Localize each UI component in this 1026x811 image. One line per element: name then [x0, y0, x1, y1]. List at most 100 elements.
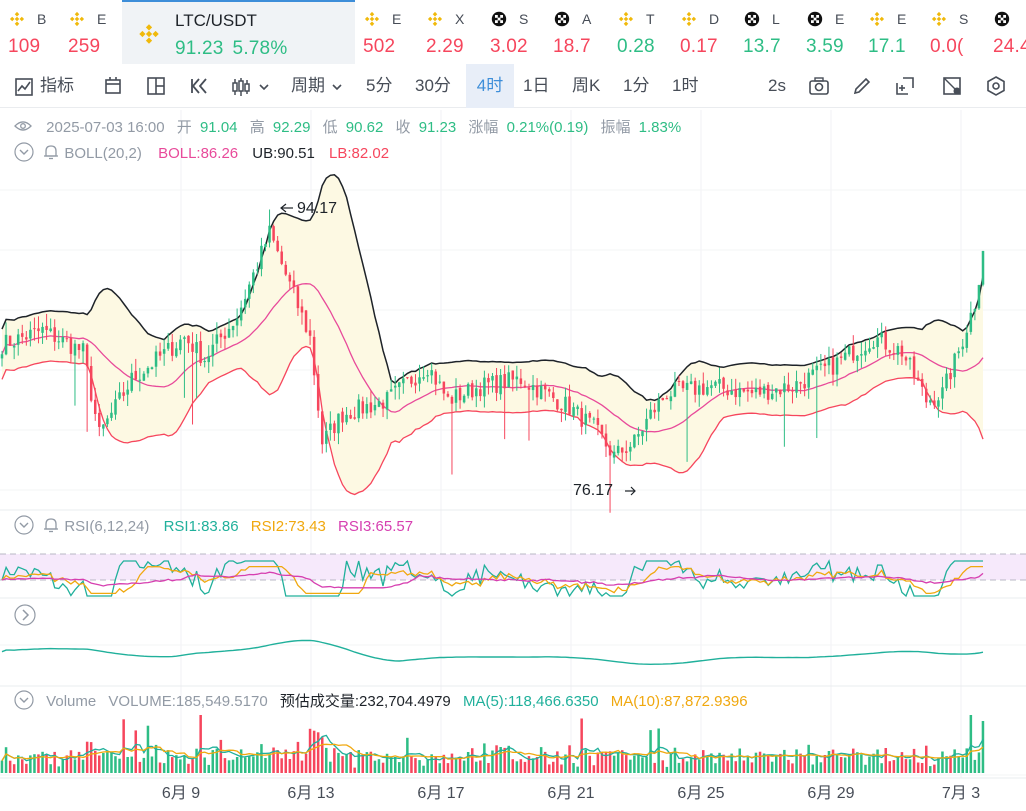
bell-icon[interactable]: [42, 143, 60, 162]
eye-icon[interactable]: [14, 119, 32, 136]
indicators-button[interactable]: 指标: [14, 64, 74, 108]
indicators-label: 指标: [40, 76, 74, 95]
bell-icon[interactable]: [42, 516, 60, 535]
bnb-icon: [364, 11, 380, 27]
volume-bar: [507, 745, 511, 773]
interval-30m[interactable]: 30分: [415, 76, 451, 95]
volume-bar: [272, 747, 275, 773]
settings-icon[interactable]: [984, 74, 1008, 98]
ticker-price: 13.7: [743, 36, 781, 57]
ticker-item[interactable]: S 0.0(: [922, 0, 985, 64]
ticker-item[interactable]: 24.4: [985, 0, 1026, 64]
ticker-item[interactable]: E 3.59: [798, 0, 860, 64]
volume-bar: [714, 763, 717, 773]
volume-bar: [458, 756, 462, 773]
volume-bar: [106, 752, 109, 773]
pencil-icon[interactable]: [850, 74, 874, 98]
volume-bar: [673, 747, 677, 773]
candle: [681, 380, 685, 392]
change-label: 涨幅: [468, 119, 499, 136]
ticker-symbol: S: [959, 11, 969, 27]
volume-bar: [442, 754, 446, 773]
interval-1m[interactable]: 1分: [623, 76, 650, 95]
candle: [503, 365, 506, 440]
interval-1w[interactable]: 周K: [572, 76, 601, 95]
candle: [856, 355, 859, 373]
ticker-item[interactable]: S 3.02: [482, 0, 545, 64]
volume-bar: [499, 747, 502, 773]
volume-bar: [552, 761, 555, 773]
volume-bar: [722, 754, 725, 773]
chart-type-dropdown[interactable]: [230, 64, 271, 108]
volume-bar: [600, 751, 604, 773]
candle: [584, 405, 587, 435]
volume-bar: [718, 752, 721, 773]
ticker-item[interactable]: X 2.29: [418, 0, 482, 64]
period-dropdown[interactable]: 周期: [291, 64, 344, 108]
ticker-symbol: E: [835, 11, 845, 27]
volume-bar: [616, 752, 620, 773]
drawing-tools-icon[interactable]: [101, 74, 125, 98]
ticker-item[interactable]: E 259: [60, 0, 122, 64]
ticker-item[interactable]: LTC/USDT 91.23 5.78%: [122, 0, 355, 64]
ticker-item[interactable]: T 0.28: [609, 0, 672, 64]
screenshot-settings-icon[interactable]: [940, 74, 964, 98]
volume-bar: [677, 762, 681, 773]
volume-bar: [29, 755, 32, 773]
volume-bar: [535, 757, 539, 773]
candle: [65, 330, 69, 343]
volume-bar: [661, 760, 665, 773]
collapse-icon[interactable]: [14, 515, 34, 535]
candle: [900, 340, 904, 365]
ticker-item[interactable]: E 17.1: [860, 0, 922, 64]
ticker-item[interactable]: L 13.7: [735, 0, 798, 64]
expand-icon[interactable]: [14, 604, 36, 626]
volume-bar: [471, 748, 474, 773]
interval-4h[interactable]: 4时: [466, 64, 514, 108]
volume-bar: [37, 754, 40, 773]
ticker-item[interactable]: A 18.7: [545, 0, 609, 64]
candle: [847, 345, 851, 357]
candle: [843, 344, 847, 361]
interval-5m[interactable]: 5分: [366, 76, 393, 95]
volume-bar: [568, 745, 571, 773]
ticker-symbol: A: [582, 11, 592, 27]
camera-icon[interactable]: [807, 74, 831, 98]
interval-1h[interactable]: 1时: [672, 76, 699, 95]
volume-bar: [337, 752, 340, 773]
volume-bar: [394, 757, 397, 773]
boll-band-fill: [2, 174, 983, 495]
candle: [742, 387, 746, 393]
candle: [37, 316, 40, 344]
candle: [608, 440, 612, 513]
candle: [941, 376, 944, 410]
amplitude-label: 振幅: [600, 119, 631, 136]
ticker-price: 3.59: [806, 36, 844, 57]
close-value: 91.23: [418, 119, 457, 136]
high-mark-label: 94.17: [297, 200, 337, 217]
rewind-icon[interactable]: [188, 74, 212, 98]
candle: [762, 383, 766, 399]
ticker-item[interactable]: B 109: [0, 0, 60, 64]
candle: [29, 321, 32, 347]
candle: [418, 364, 421, 392]
collapse-icon[interactable]: [14, 142, 34, 162]
layout-icon[interactable]: [144, 74, 168, 98]
refresh-interval[interactable]: 2s: [768, 76, 786, 95]
volume-bar: [920, 763, 924, 773]
volume-bar: [580, 718, 583, 773]
candle: [426, 369, 429, 383]
volume-bar: [430, 754, 433, 773]
ticker-item[interactable]: D 0.17: [672, 0, 735, 64]
volume-bar: [848, 754, 851, 773]
candle: [779, 389, 782, 398]
collapse-icon[interactable]: [14, 690, 34, 710]
candle: [252, 269, 255, 294]
interval-1d[interactable]: 1日: [523, 76, 550, 95]
ticker-item[interactable]: E 502: [355, 0, 418, 64]
volume-bar: [402, 756, 405, 773]
candle: [758, 379, 762, 397]
volume-bar: [750, 762, 754, 773]
add-window-icon[interactable]: [893, 74, 917, 98]
